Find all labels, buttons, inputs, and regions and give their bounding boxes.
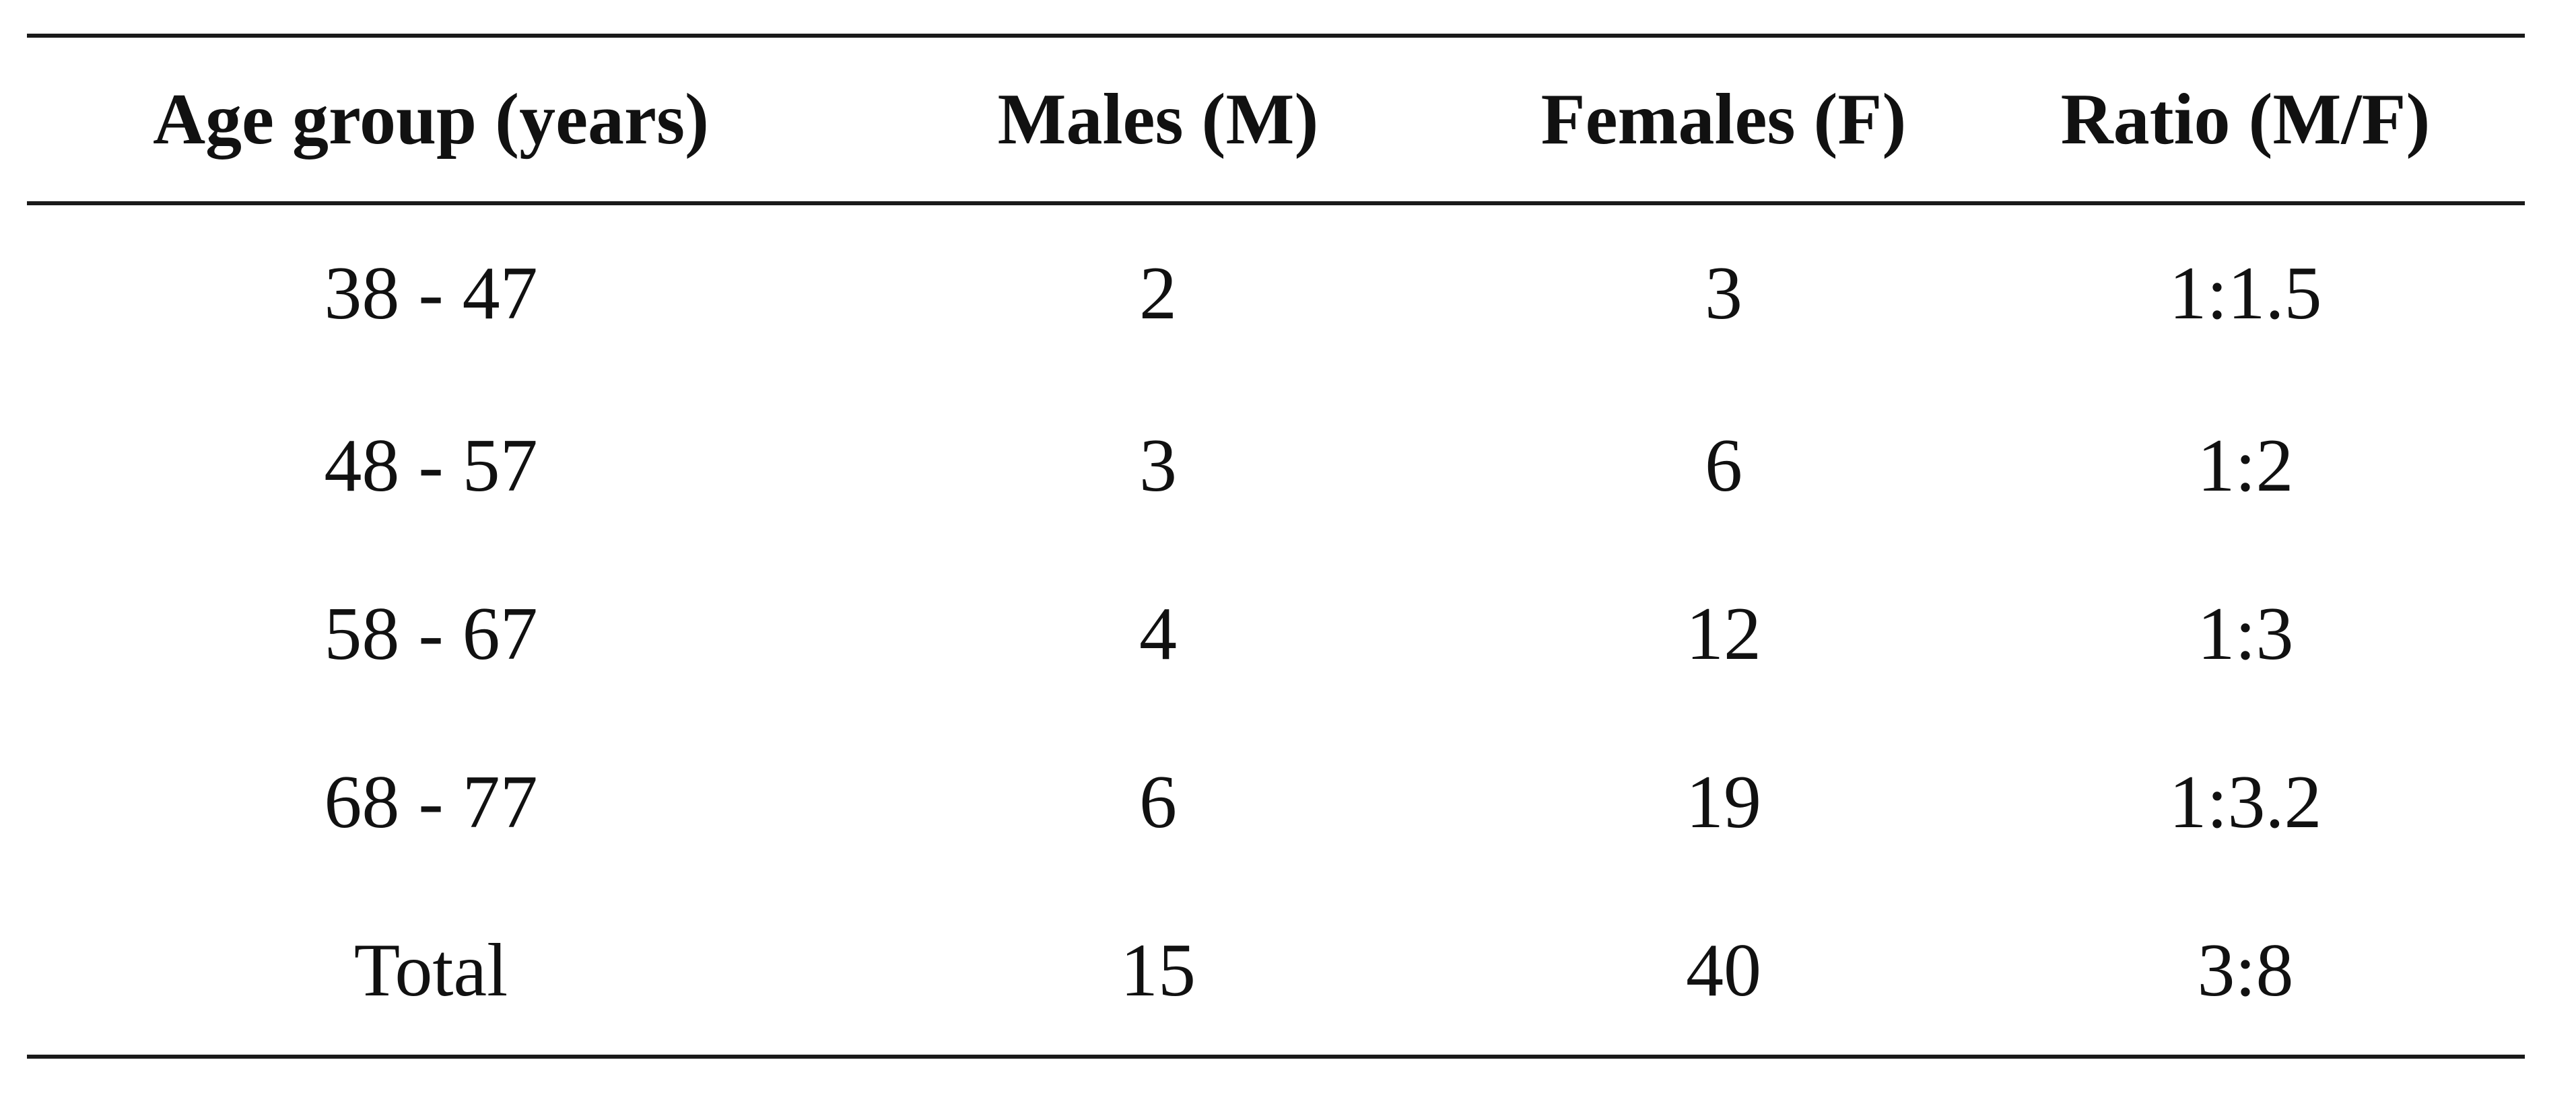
table-total-row: Total 15 40 3:8	[27, 886, 2525, 1055]
cell-ratio: 1:3.2	[2169, 761, 2322, 844]
cell-age-group: 58 - 67	[324, 592, 538, 676]
cell-age-group: 38 - 47	[324, 252, 538, 335]
cell-males: 4	[1139, 592, 1177, 676]
cell-males: 2	[1139, 252, 1177, 335]
cell-age-group: 68 - 77	[324, 761, 538, 844]
cell-females: 19	[1686, 761, 1761, 844]
table-row: 68 - 77 6 19 1:3.2	[27, 718, 2525, 886]
table-header-rule	[27, 201, 2525, 205]
header-age-group: Age group (years)	[153, 79, 709, 160]
header-ratio: Ratio (M/F)	[2060, 79, 2431, 160]
cell-females: 12	[1686, 592, 1761, 676]
table-header-row: Age group (years) Males (M) Females (F) …	[27, 38, 2525, 201]
cell-ratio: 1:3	[2197, 592, 2294, 676]
cell-ratio: 1:2	[2197, 424, 2294, 507]
header-males: Males (M)	[997, 79, 1319, 160]
cell-total-ratio: 3:8	[2197, 929, 2294, 1012]
cell-females: 6	[1705, 424, 1742, 507]
cell-age-group: 48 - 57	[324, 424, 538, 507]
cell-males: 6	[1139, 761, 1177, 844]
data-table: Age group (years) Males (M) Females (F) …	[27, 34, 2525, 1059]
cell-total-males: 15	[1120, 929, 1196, 1012]
table-top-rule	[27, 34, 2525, 38]
table-row: 38 - 47 2 3 1:1.5	[27, 205, 2525, 382]
table-row: 48 - 57 3 6 1:2	[27, 382, 2525, 550]
cell-males: 3	[1139, 424, 1177, 507]
header-females: Females (F)	[1540, 79, 1907, 160]
table-bottom-rule	[27, 1055, 2525, 1059]
cell-total-females: 40	[1686, 929, 1761, 1012]
cell-females: 3	[1705, 252, 1742, 335]
cell-ratio: 1:1.5	[2169, 252, 2322, 335]
cell-total-label: Total	[353, 929, 508, 1012]
table-row: 58 - 67 4 12 1:3	[27, 550, 2525, 718]
